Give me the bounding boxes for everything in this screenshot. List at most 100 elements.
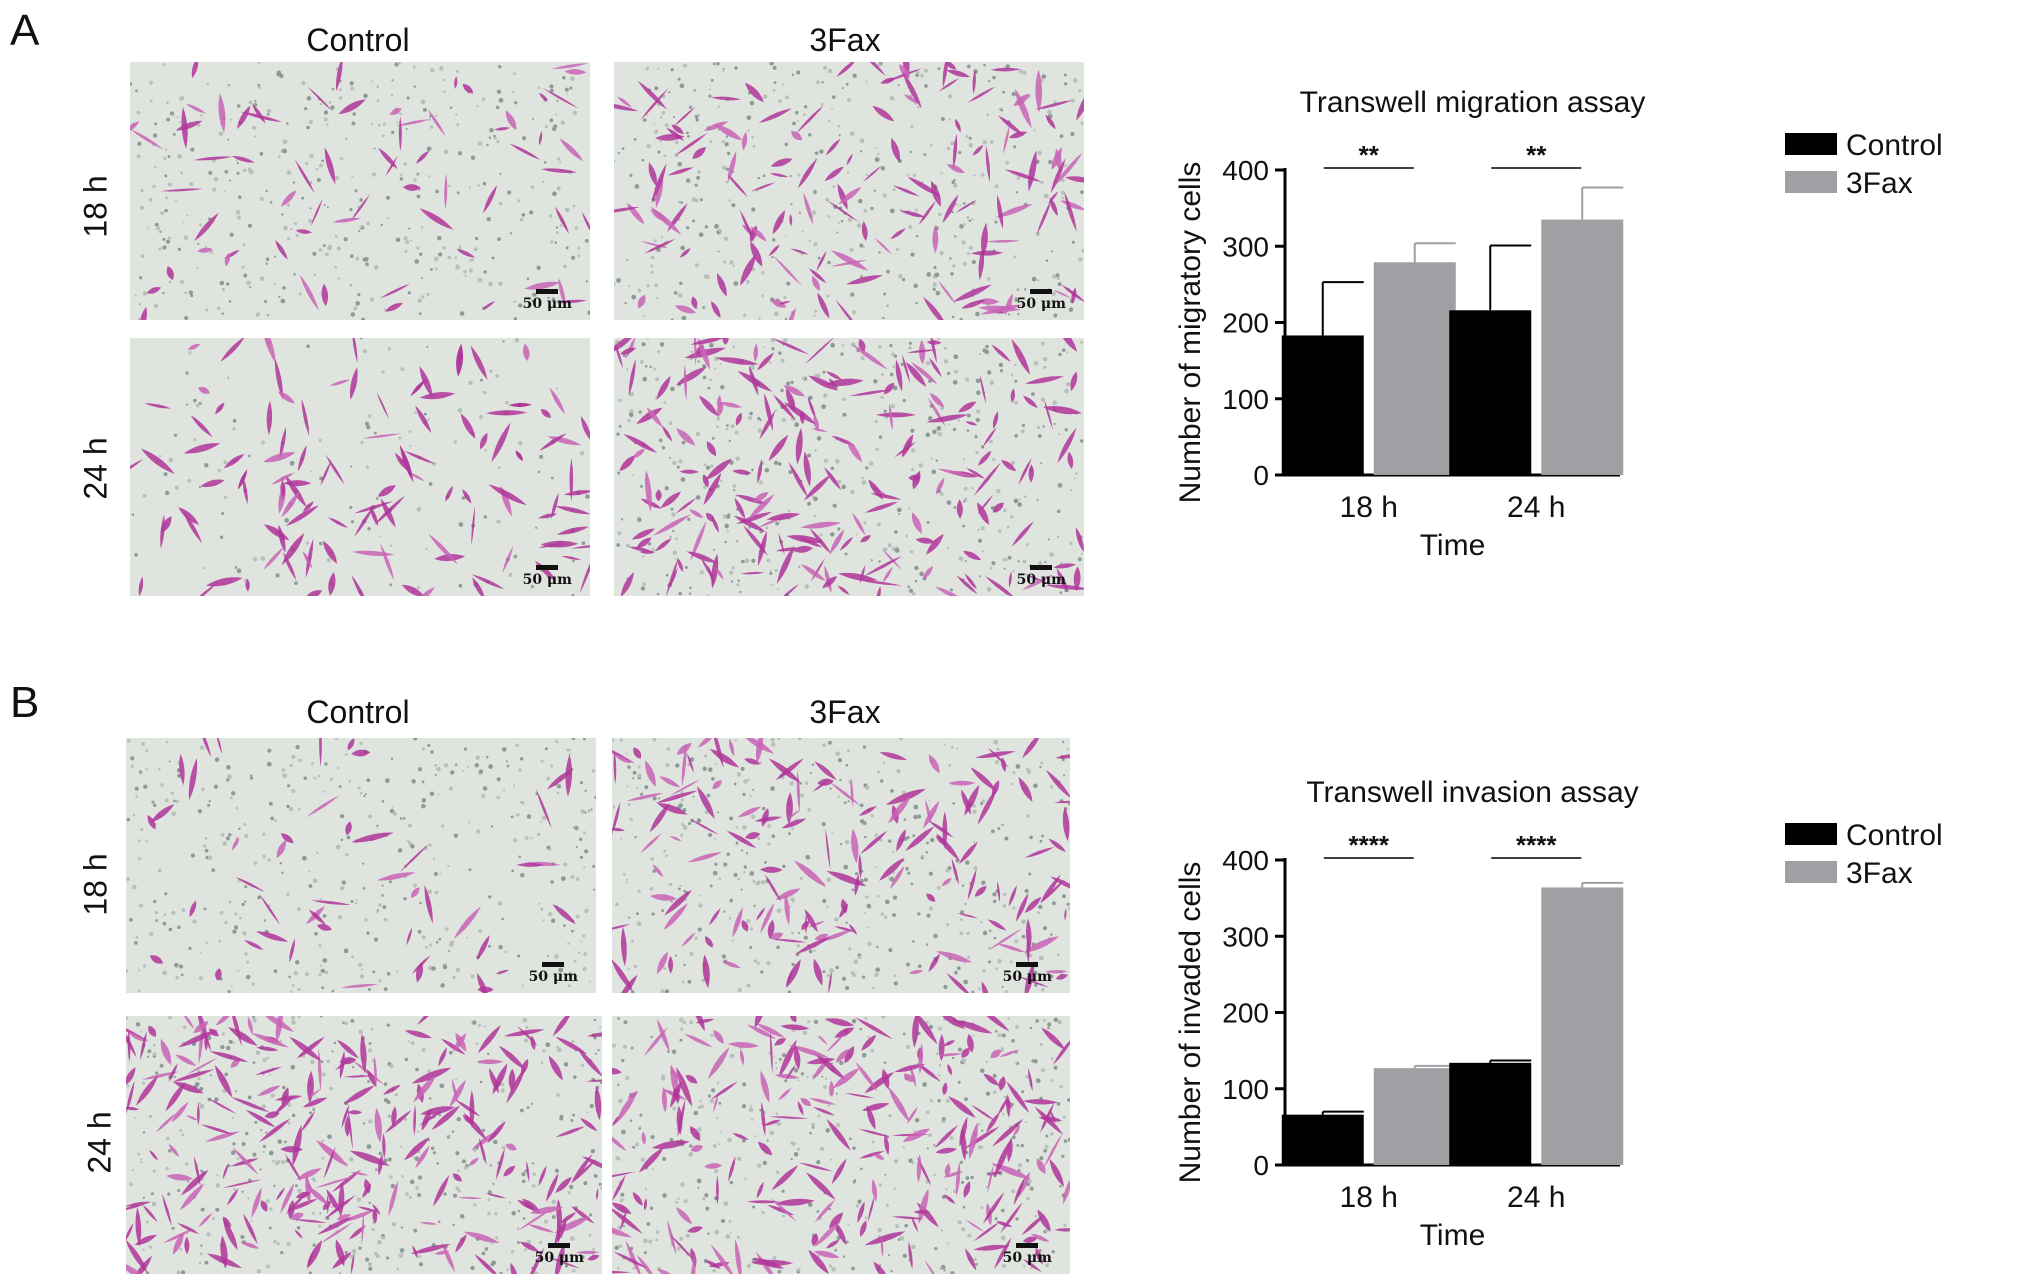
membrane-pore [420,99,426,105]
membrane-pore [663,401,667,404]
membrane-pore [897,84,900,87]
membrane-pore [1015,191,1019,194]
membrane-pore [236,1157,240,1160]
membrane-pore [639,1113,643,1117]
membrane-pore [452,1193,458,1198]
stained-cell [659,776,681,788]
stained-cell [966,467,986,480]
membrane-pore [730,580,734,583]
membrane-pore [859,1167,863,1171]
membrane-pore [1047,109,1052,115]
membrane-pore [589,1103,594,1109]
membrane-pore [421,747,426,751]
membrane-pore [404,249,408,254]
membrane-pore [260,1128,263,1131]
stained-cell [1064,192,1077,232]
stained-cell [998,1049,1021,1058]
stained-cell [415,150,430,164]
scale-bar-line [548,1243,571,1248]
membrane-pore [294,1184,298,1188]
membrane-pore [384,778,390,784]
y-tick-label: 0 [1253,1150,1269,1181]
membrane-pore [807,856,810,859]
membrane-pore [772,88,776,92]
membrane-pore [989,439,993,444]
stained-cell [483,185,498,214]
membrane-pore [483,270,487,274]
membrane-pore [494,1212,498,1216]
membrane-pore [407,1040,410,1043]
scale-bar-label: 50 μm [522,296,572,312]
stained-cell [505,1143,517,1151]
membrane-pore [597,1048,600,1052]
membrane-pore [620,837,623,840]
membrane-pore [524,1038,529,1043]
membrane-pore [591,769,596,773]
stained-cell [391,1106,397,1127]
membrane-pore [877,345,882,349]
stained-cell [942,62,949,88]
membrane-pore [185,371,189,375]
stained-cell [354,504,375,538]
membrane-pore [784,1079,788,1083]
stained-cell [242,1213,258,1245]
stained-cell [656,1018,670,1053]
membrane-pore [758,317,761,320]
membrane-pore [935,290,941,296]
stained-cell [778,1087,792,1101]
stained-cell [457,1196,483,1200]
membrane-pore [989,140,994,144]
membrane-pore [498,201,503,206]
membrane-pore [968,142,974,148]
membrane-pore [880,395,884,400]
membrane-pore [734,66,738,70]
stained-cell [408,472,425,482]
membrane-pore [554,1168,560,1173]
membrane-pore [621,147,625,150]
stained-cell [758,108,792,123]
membrane-pore [819,533,823,537]
membrane-pore [581,541,586,546]
membrane-pore [1017,502,1023,507]
stained-cell [864,501,899,513]
membrane-pore [259,152,264,156]
membrane-pore [214,757,220,762]
stained-cell [290,1212,304,1221]
membrane-pore [888,948,893,953]
membrane-pore [245,960,250,964]
stained-cell [750,182,776,192]
membrane-pore [935,1052,939,1056]
membrane-pore [539,1240,543,1244]
legend-swatch [1785,823,1837,845]
membrane-pore [851,310,857,315]
membrane-pore [882,193,887,198]
membrane-pore [964,1097,968,1101]
membrane-pore [970,1175,974,1180]
membrane-pore [677,161,683,167]
membrane-pore [907,585,911,589]
membrane-pore [890,404,895,409]
membrane-pore [1050,1057,1054,1061]
membrane-pore [142,964,147,968]
membrane-pore [870,559,873,562]
membrane-pore [842,1255,845,1258]
membrane-pore [283,225,288,231]
stained-cell [296,1036,325,1059]
stained-cell [296,1168,322,1180]
membrane-pore [823,458,828,463]
membrane-pore [882,316,885,320]
stained-cell [325,454,345,485]
membrane-pore [965,377,970,382]
membrane-pore [455,69,459,73]
membrane-pore [702,766,707,771]
stained-cell [273,1095,294,1115]
stained-cell [905,362,927,387]
membrane-pore [188,351,192,355]
membrane-pore [164,174,168,178]
stained-cell [1055,973,1068,980]
membrane-pore [1056,535,1060,539]
membrane-pore [550,764,554,768]
membrane-pore [927,416,933,421]
membrane-pore [858,198,863,204]
membrane-pore [694,114,699,119]
